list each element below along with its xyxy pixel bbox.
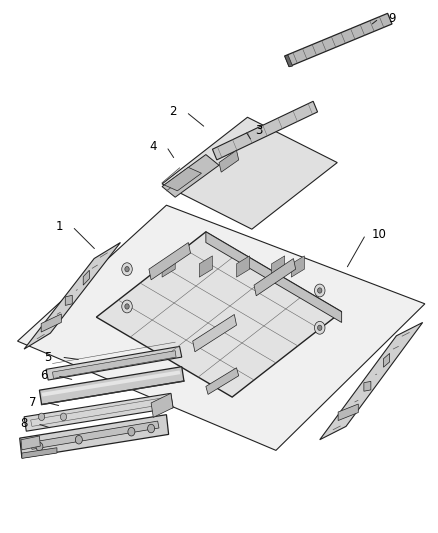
Circle shape	[125, 266, 129, 272]
Text: 6: 6	[40, 369, 48, 382]
Polygon shape	[21, 436, 40, 450]
Text: 2: 2	[169, 106, 177, 118]
Circle shape	[39, 413, 45, 421]
Circle shape	[318, 288, 322, 293]
Polygon shape	[22, 448, 57, 458]
Polygon shape	[364, 382, 371, 391]
Circle shape	[60, 413, 67, 421]
Polygon shape	[151, 393, 173, 417]
Text: 8: 8	[21, 417, 28, 430]
Polygon shape	[162, 155, 219, 197]
Polygon shape	[53, 351, 176, 378]
Polygon shape	[24, 243, 120, 349]
Text: 3: 3	[255, 124, 262, 137]
Polygon shape	[254, 259, 296, 296]
Polygon shape	[65, 295, 72, 305]
Polygon shape	[162, 256, 175, 277]
Text: 10: 10	[371, 228, 386, 241]
Polygon shape	[83, 270, 89, 285]
Polygon shape	[206, 232, 342, 322]
Polygon shape	[39, 367, 184, 405]
Polygon shape	[31, 421, 159, 449]
Polygon shape	[272, 256, 285, 277]
Polygon shape	[46, 346, 182, 380]
Text: 7: 7	[29, 396, 37, 409]
Text: 9: 9	[388, 12, 396, 25]
Polygon shape	[24, 393, 173, 431]
Polygon shape	[384, 353, 390, 367]
Circle shape	[75, 435, 82, 444]
Polygon shape	[20, 415, 169, 458]
Circle shape	[36, 442, 43, 451]
Circle shape	[128, 427, 135, 436]
Polygon shape	[162, 117, 337, 229]
Circle shape	[125, 304, 129, 309]
Text: 1: 1	[55, 220, 63, 233]
Circle shape	[122, 300, 132, 313]
Polygon shape	[42, 370, 180, 397]
Polygon shape	[18, 205, 425, 450]
Circle shape	[314, 284, 325, 297]
Polygon shape	[193, 314, 237, 352]
Polygon shape	[285, 55, 293, 67]
Polygon shape	[96, 232, 342, 397]
Polygon shape	[149, 243, 191, 280]
Polygon shape	[206, 368, 239, 394]
Circle shape	[314, 321, 325, 334]
Text: 5: 5	[45, 351, 52, 364]
Polygon shape	[285, 13, 392, 67]
Circle shape	[122, 263, 132, 276]
Circle shape	[318, 325, 322, 330]
Polygon shape	[199, 256, 212, 277]
Polygon shape	[164, 167, 201, 191]
Polygon shape	[41, 314, 61, 332]
Polygon shape	[237, 256, 250, 277]
Polygon shape	[338, 404, 358, 421]
Circle shape	[148, 424, 155, 433]
Polygon shape	[291, 256, 304, 277]
Polygon shape	[219, 150, 239, 172]
Text: 4: 4	[149, 140, 157, 153]
Polygon shape	[320, 322, 423, 440]
Polygon shape	[212, 101, 318, 160]
